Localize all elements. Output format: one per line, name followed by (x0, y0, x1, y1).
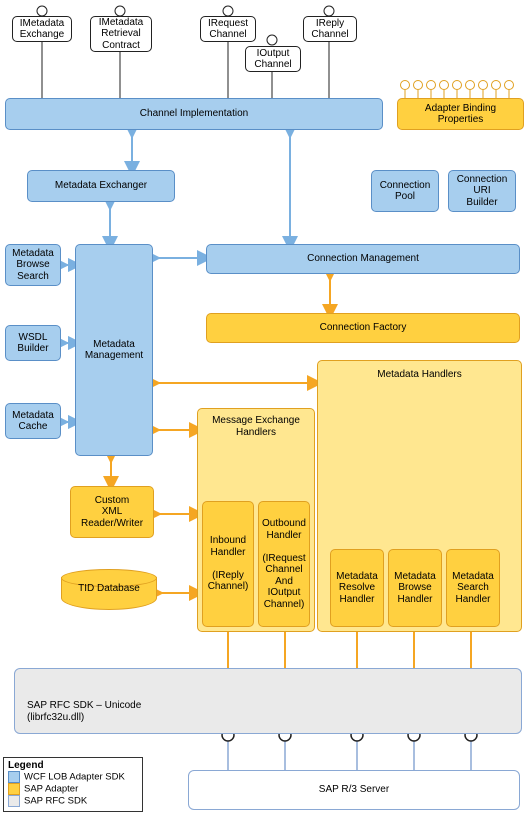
sap-server: SAP R/3 Server (188, 770, 520, 810)
connection-factory: Connection Factory (206, 313, 520, 343)
metadata-exchanger: Metadata Exchanger (27, 170, 175, 202)
metadata-browse-handler: MetadataBrowseHandler (388, 549, 442, 627)
interface-request-channel: IRequestChannel (200, 16, 256, 42)
metadata-browse-search: MetadataBrowseSearch (5, 244, 61, 286)
label: Connection Factory (320, 322, 407, 334)
legend-wcf: WCF LOB Adapter SDK (24, 772, 125, 783)
label: MetadataManagement (85, 339, 143, 362)
label: IMetadataRetrievalContract (99, 17, 143, 52)
label: MetadataCache (12, 410, 54, 433)
label: MetadataBrowseHandler (394, 571, 436, 606)
channel-implementation: Channel Implementation (5, 98, 383, 130)
connection-pool: ConnectionPool (371, 170, 439, 212)
inbound-handler: InboundHandler(IReplyChannel) (202, 501, 254, 627)
metadata-management: MetadataManagement (75, 244, 153, 456)
interface-reply-channel: IReplyChannel (303, 16, 357, 42)
interface-output-channel: IOutputChannel (245, 46, 301, 72)
swatch-sap (8, 783, 20, 795)
metadata-cache: MetadataCache (5, 403, 61, 439)
legend-title: Legend (8, 760, 44, 771)
label: SAP R/3 Server (319, 784, 389, 796)
label: IOutputChannel (254, 48, 291, 71)
metadata-resolve-handler: MetadataResolveHandler (330, 549, 384, 627)
label: Message ExchangeHandlers (212, 415, 300, 438)
legend-sap: SAP Adapter (24, 784, 78, 795)
label: Metadata Exchanger (55, 180, 147, 192)
label: TID Database (62, 583, 156, 594)
label: MetadataResolveHandler (336, 571, 378, 606)
label: OutboundHandler(IRequestChannelAndIOutpu… (262, 518, 306, 610)
label: Channel Implementation (140, 108, 248, 120)
label: IReplyChannel (311, 18, 348, 41)
adapter-binding-properties: Adapter BindingProperties (397, 98, 524, 130)
label: ConnectionURIBuilder (457, 174, 508, 209)
interface-metadata-exchange: IMetadataExchange (12, 16, 72, 42)
label: CustomXMLReader/Writer (81, 495, 143, 530)
swatch-rfc (8, 795, 20, 807)
label: MetadataBrowseSearch (12, 248, 54, 283)
label: IMetadataExchange (20, 18, 64, 41)
metadata-search-handler: MetadataSearchHandler (446, 549, 500, 627)
label: MetadataSearchHandler (452, 571, 494, 606)
sap-rfc-sdk: SAP RFC SDK – Unicode(librfc32u.dll) (14, 668, 522, 734)
label: IRequestChannel (208, 18, 248, 41)
outbound-handler: OutboundHandler(IRequestChannelAndIOutpu… (258, 501, 310, 627)
diagram-canvas: IMetadataExchange IMetadataRetrievalCont… (0, 0, 529, 837)
label: Metadata Handlers (377, 369, 462, 381)
label: Connection Management (307, 253, 419, 265)
custom-xml-reader-writer: CustomXMLReader/Writer (70, 486, 154, 538)
legend-rfc: SAP RFC SDK (24, 796, 87, 807)
interface-metadata-retrieval: IMetadataRetrievalContract (90, 16, 152, 52)
label: WSDLBuilder (17, 332, 48, 355)
label: SAP RFC SDK – Unicode(librfc32u.dll) (27, 700, 141, 723)
swatch-wcf (8, 771, 20, 783)
label: ConnectionPool (380, 180, 431, 203)
label: Adapter BindingProperties (425, 103, 496, 126)
label: InboundHandler(IReplyChannel) (208, 535, 249, 593)
wsdl-builder: WSDLBuilder (5, 325, 61, 361)
tid-database: TID Database (61, 577, 157, 610)
connection-management: Connection Management (206, 244, 520, 274)
legend: Legend WCF LOB Adapter SDK SAP Adapter S… (3, 757, 143, 812)
connection-uri-builder: ConnectionURIBuilder (448, 170, 516, 212)
